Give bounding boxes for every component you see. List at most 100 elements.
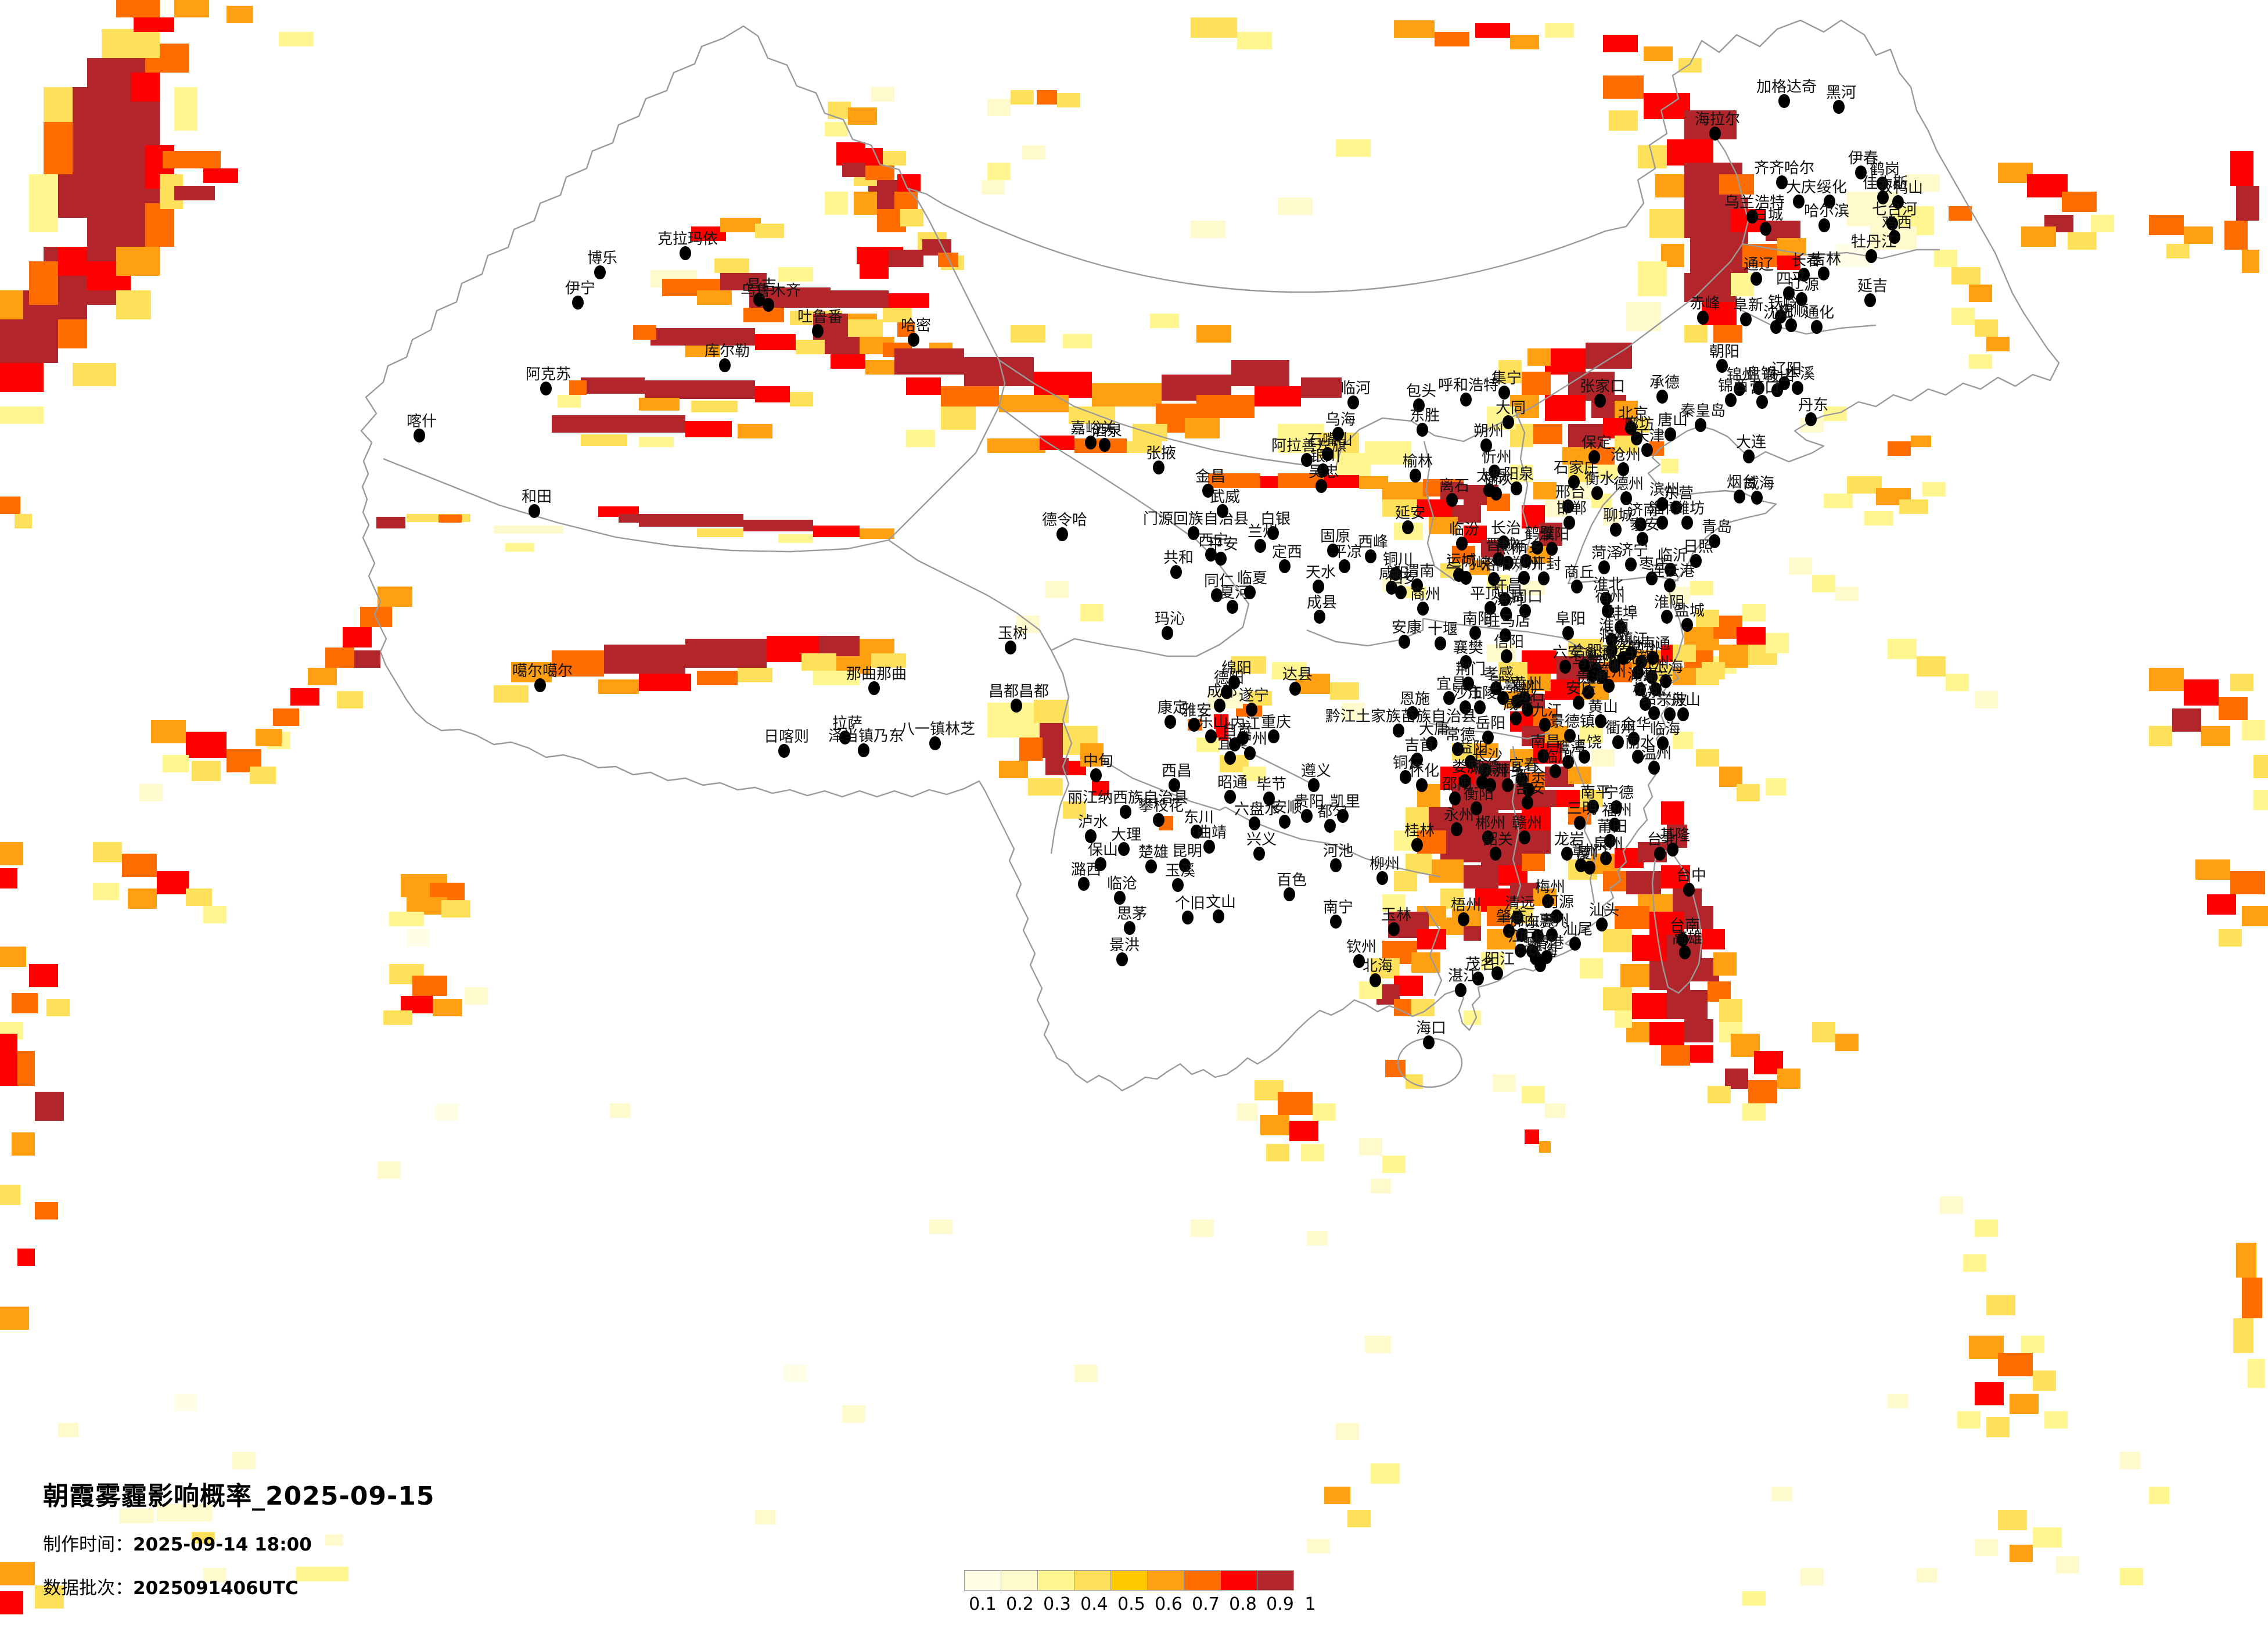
city-label: 烟台	[1727, 474, 1757, 491]
heat-cell	[1975, 1539, 1998, 1556]
city-label: 铜仁	[1393, 754, 1423, 772]
heat-cell	[1986, 337, 2010, 351]
heat-cell	[714, 258, 749, 273]
heat-cell	[174, 186, 215, 200]
city-dot	[1317, 463, 1329, 477]
heat-cell	[1673, 645, 1696, 662]
city-label: 长沙	[1472, 747, 1503, 765]
heat-cell	[1684, 273, 1737, 302]
heat-cell	[854, 192, 877, 215]
heat-cell	[1986, 1295, 2015, 1315]
heat-cell	[1562, 447, 1591, 465]
city-label: 乌兰浩特	[1724, 194, 1785, 211]
heat-cell	[1632, 993, 1667, 1019]
city-dot	[1459, 774, 1471, 788]
city-dot	[1449, 792, 1461, 805]
city-label: 重庆	[1261, 714, 1291, 731]
city-label: 天水	[1306, 564, 1336, 581]
city-dot	[1500, 607, 1512, 621]
city-dot	[1562, 499, 1574, 513]
city-label: 昌吉	[746, 277, 777, 294]
heat-cell	[2091, 215, 2114, 232]
heat-cell	[1748, 1080, 1777, 1103]
city-dot	[1456, 537, 1468, 551]
heat-cell	[1191, 221, 1225, 238]
city-label: 青岛	[1702, 519, 1732, 536]
city-dot	[1301, 453, 1313, 467]
city-dot	[1485, 601, 1496, 615]
city-label: 中山	[1519, 929, 1550, 946]
city-label: 吉首	[1404, 737, 1435, 754]
city-dot	[1498, 386, 1510, 400]
heat-cell	[1742, 1591, 1766, 1606]
heat-cell	[1481, 952, 1504, 970]
heat-cell	[871, 653, 906, 668]
legend-label: 1	[1304, 1594, 1316, 1614]
city-label: 三门峡	[1446, 555, 1491, 573]
province-border	[1422, 617, 1580, 649]
city-label: 常德	[1445, 726, 1475, 744]
city-label: 拉萨	[832, 715, 862, 732]
city-dot	[1515, 944, 1526, 958]
city-label: 运城	[1446, 552, 1476, 570]
heat-cell	[784, 1365, 807, 1382]
city-label: 淮阴	[1654, 594, 1684, 611]
province-border	[888, 539, 1073, 854]
city-label: 安顺	[1272, 799, 1302, 816]
heat-cell	[1713, 325, 1742, 343]
legend-color-bar	[964, 1570, 1322, 1591]
city-dot	[1546, 542, 1558, 556]
city-label: 芜湖	[1589, 654, 1619, 671]
city-label: 佛山	[1509, 912, 1539, 930]
province-border	[1225, 806, 1441, 878]
city-label: 聊城	[1603, 507, 1633, 524]
city-label: 吐鲁番	[797, 308, 843, 326]
city-label: 昆明	[1172, 843, 1202, 860]
heat-cell	[2242, 250, 2259, 273]
heat-cell	[1359, 1138, 1382, 1156]
legend-label: 0.6	[1155, 1594, 1182, 1614]
heat-cell	[1336, 453, 1365, 470]
city-dot	[1598, 560, 1610, 574]
city-dot	[1443, 691, 1455, 705]
city-label: 景洪	[1109, 937, 1140, 954]
city-dot	[1217, 504, 1228, 518]
heat-cell	[0, 319, 58, 363]
heat-cell	[29, 261, 58, 305]
city-dot	[1491, 966, 1503, 980]
city-label: 包头	[1406, 383, 1436, 400]
city-dot	[1224, 751, 1236, 765]
city-dot	[1253, 847, 1265, 861]
city-dot	[1353, 954, 1365, 968]
city-dot	[1609, 818, 1620, 832]
city-label: 武汉	[1490, 675, 1521, 693]
city-label: 汕头	[1589, 902, 1619, 919]
city-dot	[1315, 479, 1327, 493]
city-dot	[1595, 714, 1606, 728]
heat-cell	[412, 976, 447, 996]
city-dot	[1237, 731, 1249, 745]
city-label: 潍坊	[1674, 500, 1705, 517]
city-dot	[1775, 310, 1787, 323]
city-label: 驻马店	[1485, 613, 1530, 630]
city-dot	[1818, 218, 1830, 232]
city-label: 河池	[1323, 843, 1353, 860]
heat-cell	[376, 517, 405, 528]
city-label: 咸宁	[1503, 696, 1533, 713]
heat-cell	[1301, 1144, 1324, 1161]
province-border	[1713, 133, 1749, 244]
city-label: 辽源	[1789, 276, 1819, 294]
heat-cell	[29, 174, 58, 232]
heat-cell	[1934, 250, 1957, 267]
city-label: 兴义	[1246, 831, 1277, 848]
heat-cell	[982, 180, 1005, 195]
heat-cell	[2027, 174, 2068, 197]
city-label: 武威	[1210, 488, 1240, 506]
city-label: 铜川	[1383, 551, 1413, 569]
city-label: 丽江纳西族自治县	[1067, 789, 1188, 807]
legend-swatch-0.1	[964, 1570, 1001, 1591]
city-label: 大同	[1496, 400, 1526, 417]
city-dot	[1469, 626, 1481, 640]
heat-cell	[900, 209, 923, 226]
city-label: 呼和浩特	[1438, 377, 1498, 394]
